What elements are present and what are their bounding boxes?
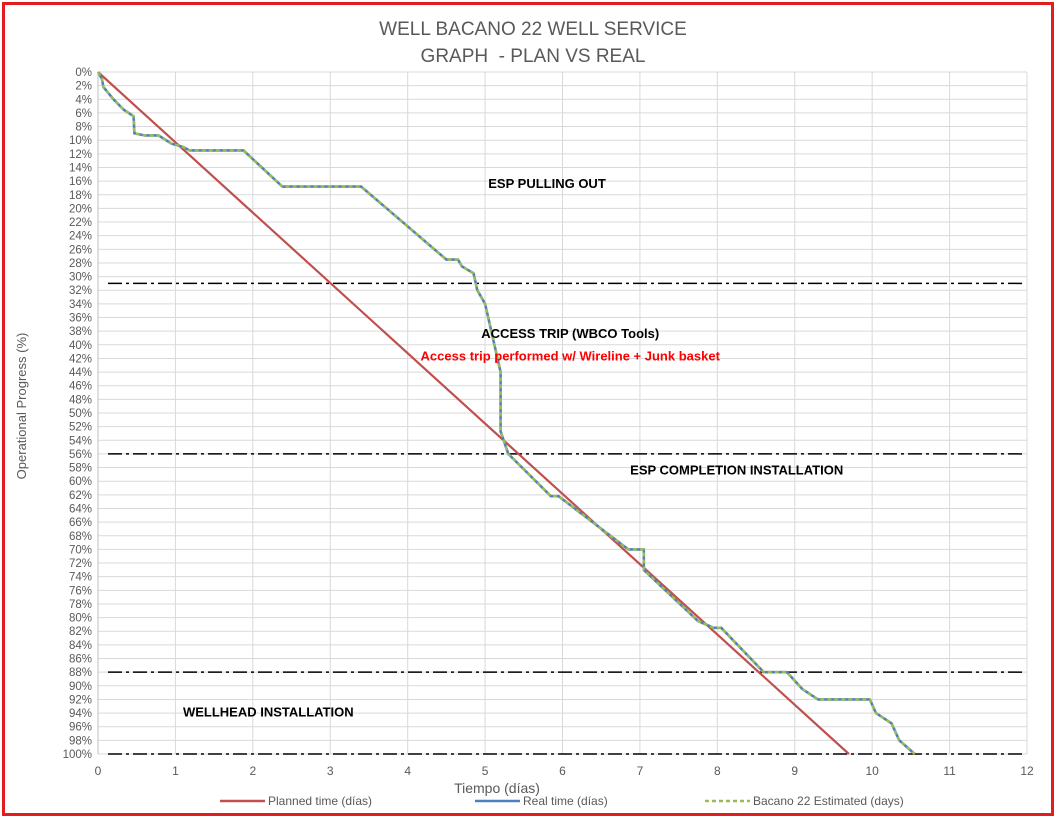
y-tick-label: 70% bbox=[69, 544, 92, 556]
legend-label: Real time (días) bbox=[523, 794, 608, 808]
y-tick-label: 62% bbox=[69, 490, 92, 502]
x-tick-label: 7 bbox=[637, 764, 644, 778]
y-tick-label: 84% bbox=[69, 640, 92, 652]
y-tick-label: 74% bbox=[69, 572, 92, 584]
x-tick-label: 10 bbox=[865, 764, 879, 778]
chart-subtitle: GRAPH - PLAN VS REAL bbox=[421, 46, 646, 67]
y-tick-label: 80% bbox=[69, 613, 92, 625]
x-tick-label: 12 bbox=[1020, 764, 1034, 778]
x-tick-label: 11 bbox=[943, 764, 956, 778]
x-tick-label: 4 bbox=[404, 764, 411, 778]
y-tick-label: 42% bbox=[69, 353, 92, 365]
y-tick-label: 10% bbox=[69, 135, 92, 147]
y-tick-label: 64% bbox=[69, 503, 92, 515]
y-tick-label: 16% bbox=[69, 176, 92, 188]
x-tick-label: 8 bbox=[714, 764, 721, 778]
y-tick-label: 88% bbox=[69, 667, 92, 679]
y-tick-label: 2% bbox=[75, 81, 92, 93]
y-tick-label: 38% bbox=[69, 326, 92, 338]
y-tick-label: 86% bbox=[69, 654, 92, 666]
x-axis-label: Tiempo (días) bbox=[454, 780, 540, 796]
y-tick-label: 48% bbox=[69, 394, 92, 406]
chart-title: WELL BACANO 22 WELL SERVICE bbox=[379, 19, 687, 40]
y-tick-label: 32% bbox=[69, 285, 92, 297]
annotation-access-trip-note: Access trip performed w/ Wireline + Junk… bbox=[421, 348, 721, 363]
y-tick-label: 92% bbox=[69, 694, 92, 706]
y-tick-label: 46% bbox=[69, 381, 92, 393]
y-tick-label: 60% bbox=[69, 476, 92, 488]
y-tick-label: 66% bbox=[69, 517, 92, 529]
y-tick-label: 34% bbox=[69, 299, 92, 311]
annotation-esp-pulling: ESP PULLING OUT bbox=[488, 176, 606, 191]
y-tick-label: 76% bbox=[69, 585, 92, 597]
y-tick-label: 26% bbox=[69, 244, 92, 256]
x-tick-label: 0 bbox=[95, 764, 102, 778]
y-tick-label: 52% bbox=[69, 422, 92, 434]
y-tick-label: 58% bbox=[69, 463, 92, 475]
y-tick-label: 94% bbox=[69, 708, 92, 720]
annotation-access-trip: ACCESS TRIP (WBCO Tools) bbox=[481, 326, 659, 341]
x-tick-label: 1 bbox=[172, 764, 179, 778]
chart-svg: WELL BACANO 22 WELL SERVICE GRAPH - PLAN… bbox=[14, 19, 1034, 808]
y-axis-label: Operational Progress (%) bbox=[14, 333, 29, 480]
y-tick-label: 40% bbox=[69, 340, 92, 352]
y-tick-label: 50% bbox=[69, 408, 92, 420]
y-tick-label: 12% bbox=[69, 149, 92, 161]
y-tick-label: 54% bbox=[69, 435, 92, 447]
y-tick-label: 24% bbox=[69, 231, 92, 243]
legend-label: Bacano 22 Estimated (days) bbox=[753, 794, 904, 808]
y-tick-label: 72% bbox=[69, 558, 92, 570]
y-tick-label: 14% bbox=[69, 162, 92, 174]
legend-label: Planned time (días) bbox=[268, 794, 372, 808]
y-tick-label: 90% bbox=[69, 681, 92, 693]
y-tick-label: 28% bbox=[69, 258, 92, 270]
y-tick-label: 6% bbox=[75, 108, 92, 120]
y-tick-label: 68% bbox=[69, 531, 92, 543]
annotation-esp-completion: ESP COMPLETION INSTALLATION bbox=[630, 462, 843, 477]
y-tick-label: 78% bbox=[69, 599, 92, 611]
y-tick-label: 96% bbox=[69, 722, 92, 734]
x-tick-label: 6 bbox=[559, 764, 566, 778]
y-tick-label: 36% bbox=[69, 313, 92, 325]
y-tick-label: 56% bbox=[69, 449, 92, 461]
y-tick-label: 30% bbox=[69, 272, 92, 284]
x-tick-label: 9 bbox=[791, 764, 798, 778]
y-tick-label: 8% bbox=[75, 122, 92, 134]
x-tick-label: 3 bbox=[327, 764, 334, 778]
annotation-wellhead: WELLHEAD INSTALLATION bbox=[183, 704, 354, 719]
y-tick-label: 0% bbox=[75, 67, 92, 79]
x-tick-label: 5 bbox=[482, 764, 489, 778]
y-tick-label: 4% bbox=[75, 94, 92, 106]
y-tick-label: 22% bbox=[69, 217, 92, 229]
y-tick-label: 44% bbox=[69, 367, 92, 379]
y-tick-label: 100% bbox=[63, 749, 92, 761]
y-tick-label: 18% bbox=[69, 190, 92, 202]
y-tick-label: 20% bbox=[69, 203, 92, 215]
planned-time-line bbox=[97, 71, 850, 755]
x-tick-label: 2 bbox=[249, 764, 256, 778]
y-tick-label: 98% bbox=[69, 735, 92, 747]
y-tick-label: 82% bbox=[69, 626, 92, 638]
estimated-line bbox=[96, 71, 916, 755]
